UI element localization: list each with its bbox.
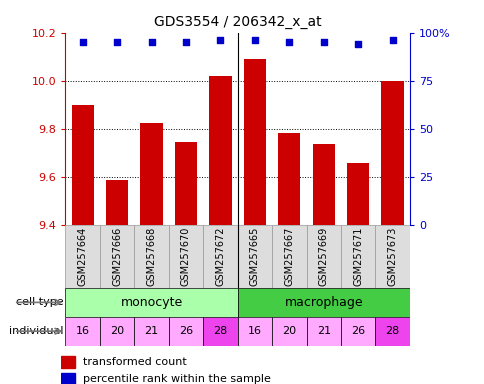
- Text: 20: 20: [282, 326, 296, 336]
- Text: 16: 16: [247, 326, 261, 336]
- Point: [285, 39, 292, 45]
- Bar: [277, 134, 300, 225]
- Bar: [237, 288, 409, 317]
- Bar: [243, 59, 266, 225]
- Bar: [375, 225, 409, 288]
- Bar: [134, 317, 168, 346]
- Bar: [60, 373, 75, 384]
- Bar: [306, 225, 340, 288]
- Text: GSM257664: GSM257664: [77, 227, 88, 286]
- Point: [78, 39, 86, 45]
- Point: [147, 39, 155, 45]
- Bar: [237, 225, 272, 288]
- Bar: [60, 356, 75, 368]
- Bar: [272, 317, 306, 346]
- Text: GSM257665: GSM257665: [249, 227, 259, 286]
- Bar: [209, 76, 231, 225]
- Bar: [168, 317, 203, 346]
- Text: GSM257666: GSM257666: [112, 227, 122, 286]
- Text: GSM257669: GSM257669: [318, 227, 328, 286]
- Bar: [340, 225, 375, 288]
- Bar: [237, 317, 272, 346]
- Bar: [71, 105, 94, 225]
- Bar: [346, 164, 369, 225]
- Bar: [272, 225, 306, 288]
- Text: GSM257670: GSM257670: [181, 227, 191, 286]
- Text: 26: 26: [350, 326, 364, 336]
- Bar: [380, 81, 403, 225]
- Text: macrophage: macrophage: [284, 296, 363, 309]
- Bar: [306, 317, 340, 346]
- Text: 26: 26: [179, 326, 193, 336]
- Text: GSM257672: GSM257672: [215, 227, 225, 286]
- Title: GDS3554 / 206342_x_at: GDS3554 / 206342_x_at: [153, 15, 321, 29]
- Text: individual: individual: [9, 326, 63, 336]
- Text: percentile rank within the sample: percentile rank within the sample: [83, 374, 270, 384]
- Text: GSM257673: GSM257673: [387, 227, 397, 286]
- Bar: [174, 142, 197, 225]
- Bar: [65, 317, 100, 346]
- Point: [353, 41, 361, 47]
- Bar: [134, 225, 168, 288]
- Point: [250, 37, 258, 43]
- Text: 21: 21: [144, 326, 158, 336]
- Bar: [65, 225, 100, 288]
- Bar: [203, 317, 237, 346]
- Bar: [140, 122, 163, 225]
- Text: 28: 28: [385, 326, 399, 336]
- Point: [182, 39, 189, 45]
- Text: 21: 21: [316, 326, 330, 336]
- Point: [319, 39, 327, 45]
- Text: cell type: cell type: [16, 297, 63, 308]
- Text: GSM257671: GSM257671: [352, 227, 363, 286]
- Point: [113, 39, 121, 45]
- Bar: [375, 317, 409, 346]
- Text: 20: 20: [110, 326, 124, 336]
- Text: 28: 28: [213, 326, 227, 336]
- Bar: [106, 180, 128, 225]
- Bar: [168, 225, 203, 288]
- Text: GSM257667: GSM257667: [284, 227, 294, 286]
- Text: monocyte: monocyte: [120, 296, 182, 309]
- Text: 16: 16: [76, 326, 90, 336]
- Point: [388, 37, 395, 43]
- Text: GSM257668: GSM257668: [146, 227, 156, 286]
- Point: [216, 37, 224, 43]
- Bar: [312, 144, 334, 225]
- Bar: [100, 225, 134, 288]
- Bar: [203, 225, 237, 288]
- Bar: [340, 317, 375, 346]
- Bar: [100, 317, 134, 346]
- Bar: [65, 288, 237, 317]
- Text: transformed count: transformed count: [83, 357, 186, 367]
